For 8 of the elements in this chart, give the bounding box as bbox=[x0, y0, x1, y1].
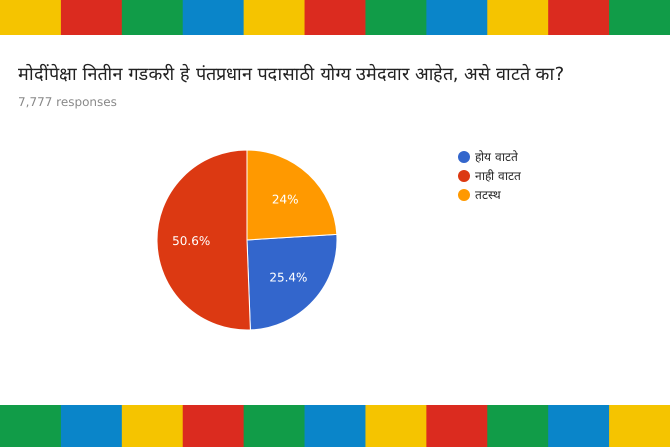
legend-label: तटस्थ bbox=[475, 188, 501, 202]
data-label: 25.4% bbox=[269, 270, 308, 284]
chart-subtitle: 7,777 responses bbox=[18, 95, 117, 109]
chart-title: मोदींपेक्षा नितीन गडकरी हे पंतप्रधान पदासाठी योग्य उमेदवार आहेत, असे वाटते का? bbox=[18, 63, 564, 85]
legend-label: होय वाटते bbox=[475, 150, 519, 164]
data-label: 50.6% bbox=[172, 234, 210, 248]
legend-label: नाही वाटत bbox=[475, 169, 522, 183]
data-label: 24% bbox=[272, 192, 299, 206]
